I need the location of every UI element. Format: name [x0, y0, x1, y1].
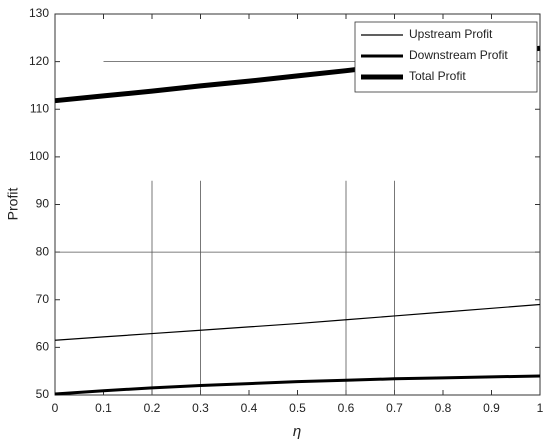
y-tick-label: 70: [36, 292, 50, 306]
x-tick-label: 1: [537, 401, 544, 415]
y-axis-label: Profit: [5, 188, 21, 221]
y-tick-label: 80: [36, 244, 50, 258]
x-tick-label: 0.4: [241, 401, 258, 415]
x-tick-label: 0.6: [338, 401, 355, 415]
legend-label: Total Profit: [409, 69, 466, 83]
x-tick-label: 0.5: [289, 401, 306, 415]
series-line: [54, 303, 541, 341]
x-tick-label: 0.7: [386, 401, 403, 415]
y-tick-label: 130: [29, 6, 49, 20]
x-tick-label: 0.3: [192, 401, 209, 415]
y-tick-label: 110: [30, 101, 49, 115]
legend-label: Downstream Profit: [409, 48, 508, 62]
x-tick-label: 0.9: [483, 401, 500, 415]
x-axis-label: η: [293, 423, 301, 440]
y-tick-label: 120: [29, 54, 49, 68]
y-tick-label: 50: [36, 387, 50, 401]
x-tick-label: 0: [52, 401, 59, 415]
series-line: [54, 374, 541, 396]
legend-label: Upstream Profit: [409, 27, 493, 41]
x-tick-label: 0.2: [144, 401, 161, 415]
y-tick-label: 100: [29, 149, 49, 163]
y-tick-label: 90: [36, 197, 50, 211]
x-tick-label: 0.8: [435, 401, 452, 415]
y-tick-label: 60: [36, 340, 50, 354]
x-tick-label: 0.1: [95, 401, 112, 415]
